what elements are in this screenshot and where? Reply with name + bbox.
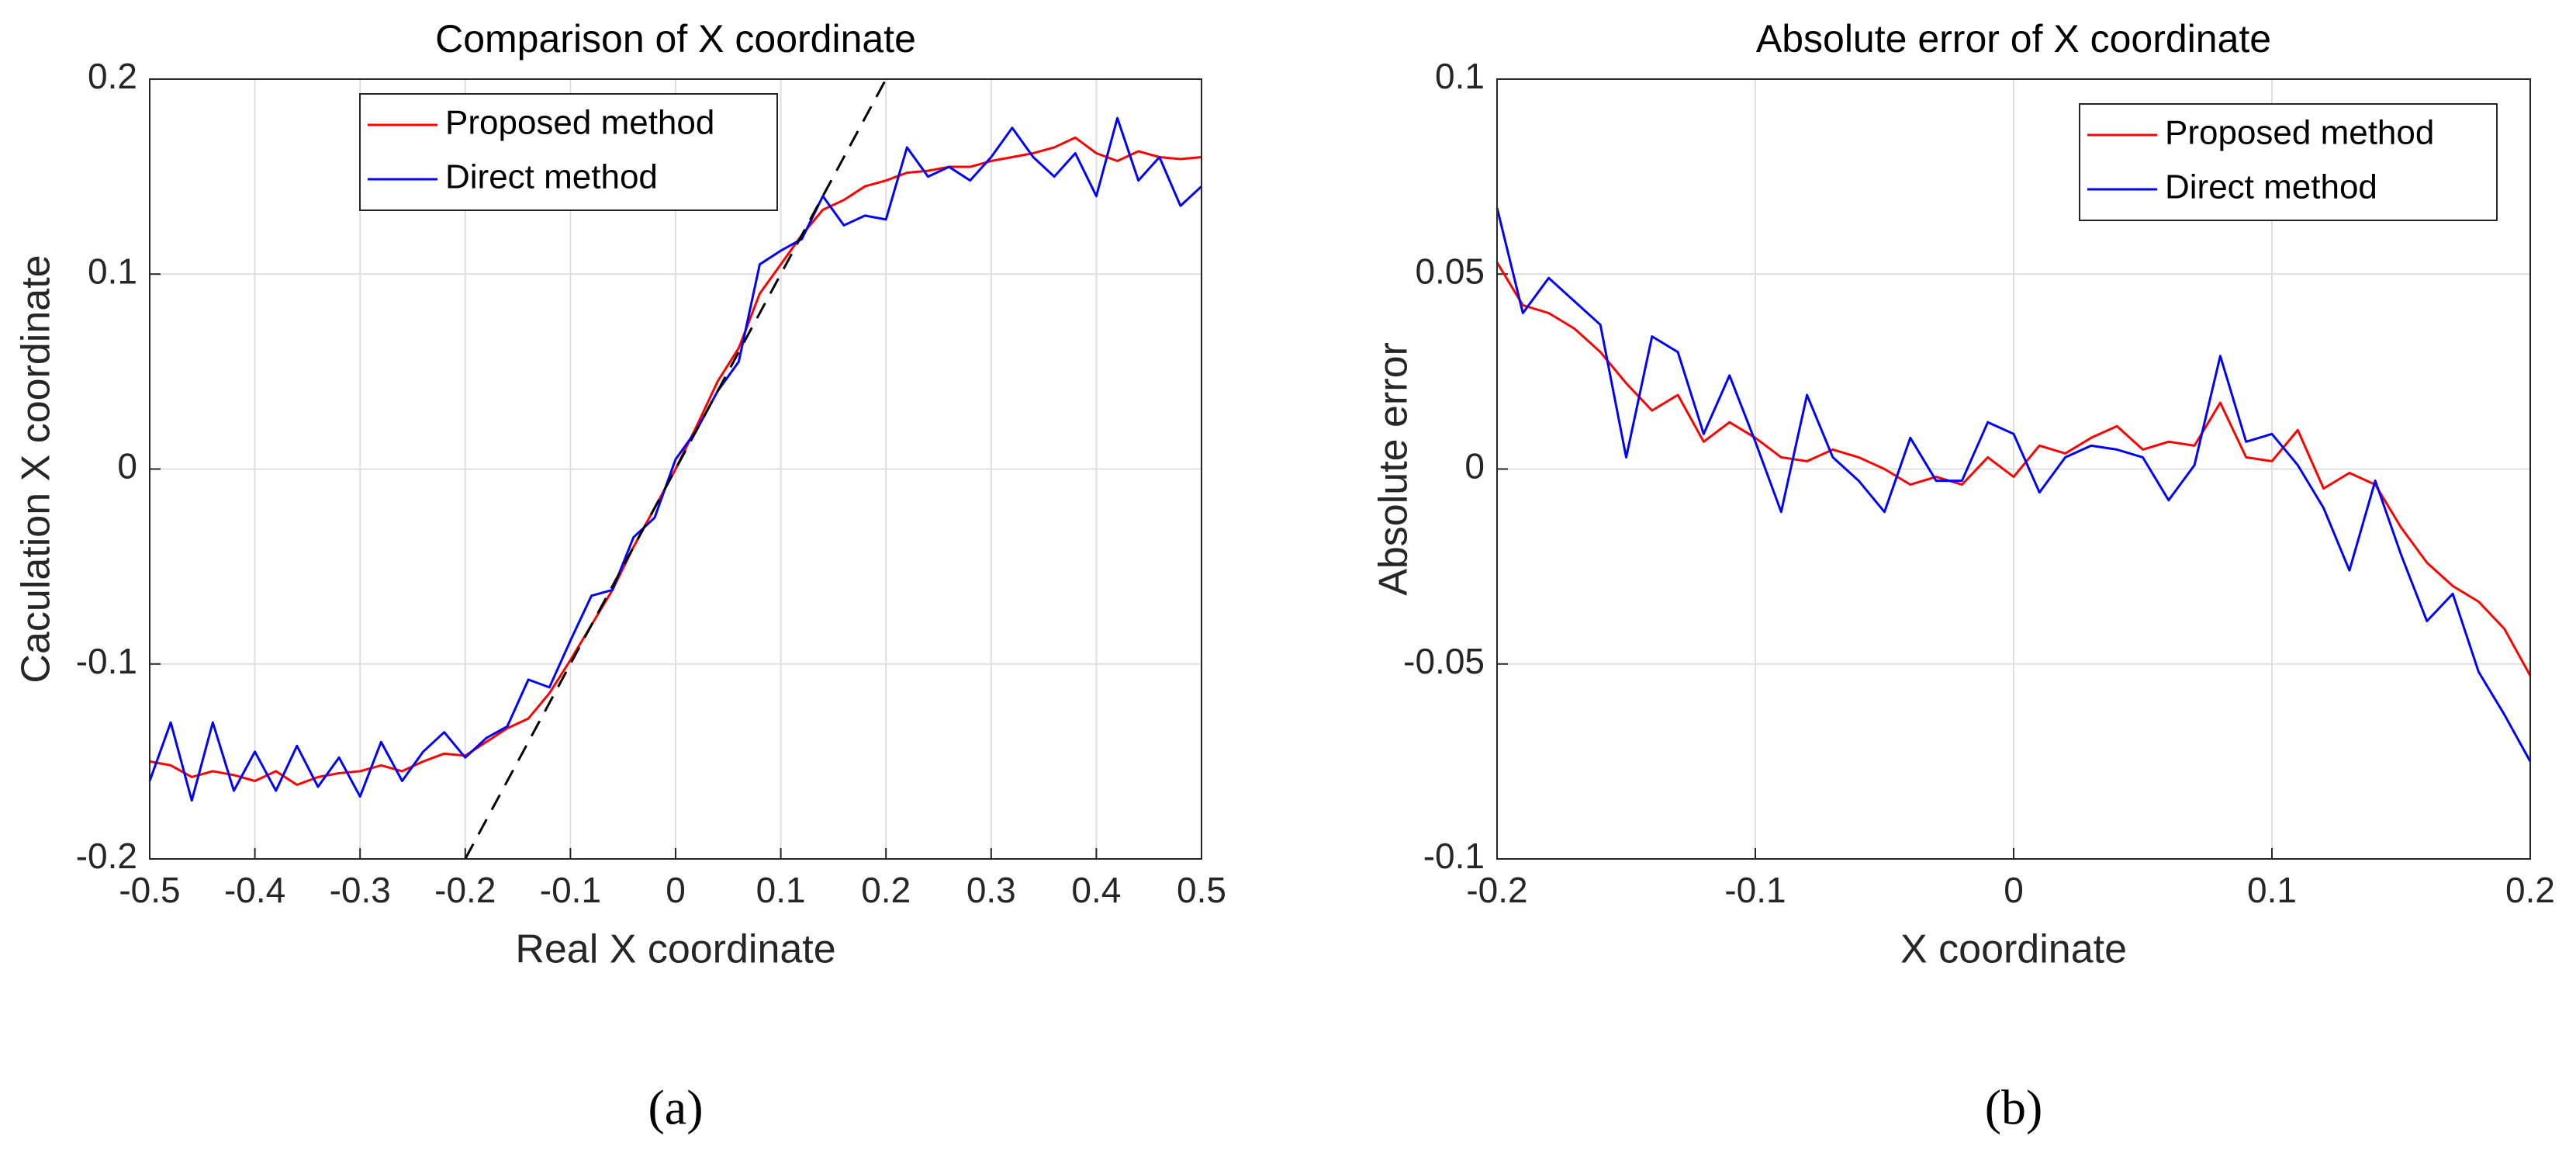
y-axis-label: Absolute error	[1371, 342, 1416, 596]
y-tick-label: -0.1	[76, 641, 137, 681]
y-tick-label: 0.1	[1435, 56, 1485, 96]
caption: (b)	[1985, 1080, 2043, 1135]
series-line	[464, 78, 887, 860]
axes-box	[149, 78, 1202, 860]
series-line	[148, 116, 1203, 802]
x-tick-label: 0.4	[1071, 870, 1121, 910]
y-axis-label: Caculation X coordinate	[14, 254, 59, 683]
axes-box	[1496, 78, 2531, 860]
y-tick-label: -0.2	[76, 836, 137, 876]
y-tick-label: 0.05	[1415, 251, 1485, 291]
x-tick-label: 0.2	[2505, 870, 2555, 910]
legend-label: Direct method	[2165, 168, 2377, 206]
legend-box	[2079, 103, 2498, 221]
x-tick-label: -0.2	[434, 870, 496, 910]
series-line	[1495, 261, 2532, 677]
x-tick-label: -0.1	[540, 870, 601, 910]
chart-title: Absolute error of X coordinate	[1756, 17, 2271, 61]
y-tick-label: 0	[1464, 446, 1485, 486]
x-tick-label: -0.4	[224, 870, 285, 910]
series-line	[1495, 207, 2532, 763]
y-tick-label: -0.05	[1403, 641, 1485, 681]
y-tick-label: 0.2	[88, 56, 137, 96]
x-tick-label: 0.1	[756, 870, 806, 910]
x-tick-label: 0.3	[966, 870, 1016, 910]
x-axis-label: X coordinate	[1900, 927, 2127, 972]
x-tick-label: 0.1	[2247, 870, 2297, 910]
x-tick-label: 0	[666, 870, 686, 910]
y-tick-label: 0	[117, 446, 137, 486]
legend-label: Proposed method	[2165, 114, 2434, 152]
chart-title: Comparison of X coordinate	[435, 17, 916, 61]
x-tick-label: -0.3	[330, 870, 391, 910]
x-tick-label: -0.5	[119, 870, 180, 910]
legend: Proposed method Direct method	[2079, 103, 2498, 221]
x-tick-label: 0.2	[861, 870, 911, 910]
legend-box	[359, 93, 778, 211]
y-tick-label: -0.1	[1423, 836, 1485, 876]
x-tick-label: 0	[2004, 870, 2024, 910]
x-axis-label: Real X coordinate	[515, 927, 835, 972]
legend-label: Proposed method	[445, 104, 714, 142]
x-tick-label: 0.5	[1177, 870, 1226, 910]
x-tick-label: -0.2	[1466, 870, 1527, 910]
y-tick-label: 0.1	[88, 251, 137, 291]
legend: Proposed method Direct method	[359, 93, 778, 211]
legend-label: Direct method	[445, 158, 658, 196]
caption: (a)	[648, 1080, 703, 1135]
x-tick-label: -0.1	[1724, 870, 1786, 910]
